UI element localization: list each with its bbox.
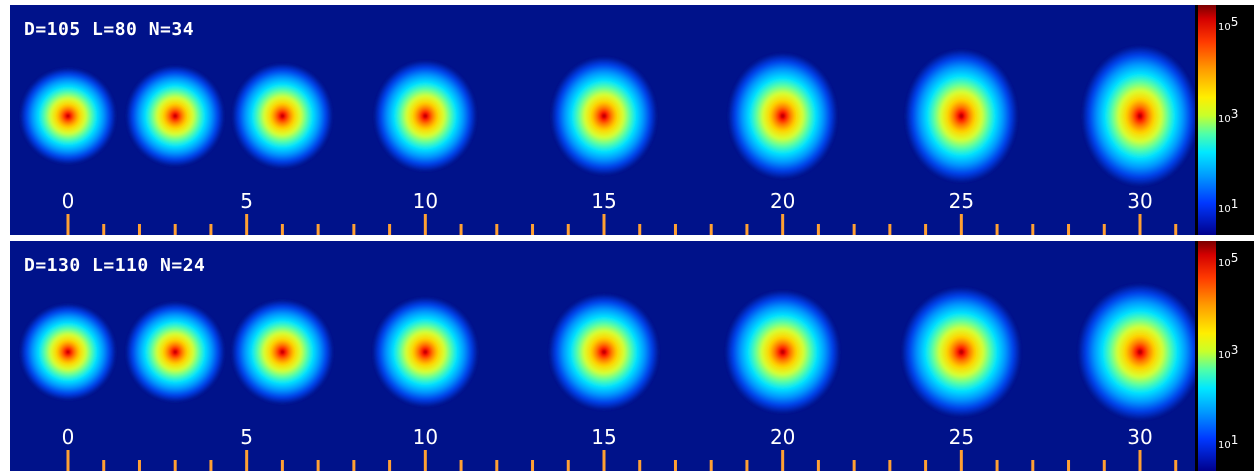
axis-tick-label-5: 5 <box>240 425 253 449</box>
panel-bottom: 0 5 10 15 20 25 30 D=130 L=110 N=24 105 103 10… <box>0 241 1254 471</box>
axis-tick-label-25: 25 <box>949 189 974 213</box>
colorbar-top-label-min: 101 <box>1218 197 1239 215</box>
axis-tick-label-5: 5 <box>240 189 253 213</box>
colorbar-top <box>1198 5 1216 235</box>
axis-tick-label-20: 20 <box>770 189 795 213</box>
beam-spot-15 <box>549 294 659 410</box>
panel-divider <box>0 235 1254 241</box>
axis-tick-label-10: 10 <box>413 189 438 213</box>
beam-spot-3 <box>125 302 225 402</box>
axis-tick-label-15: 15 <box>591 189 616 213</box>
beam-spot-30 <box>1078 284 1195 420</box>
beam-spot-6 <box>231 300 334 404</box>
panel-top: 0 5 10 15 20 25 30 D=105 L=80 N=34 105 103 101 <box>0 5 1254 235</box>
colorbar-top-label-max: 105 <box>1218 15 1239 33</box>
axis-tick-label-30: 30 <box>1127 189 1152 213</box>
axis-tick-label-10: 10 <box>413 425 438 449</box>
panel-bottom-plot: 0 5 10 15 20 25 30 <box>10 241 1195 471</box>
axis-tick-label-25: 25 <box>949 425 974 449</box>
beam-spot-6 <box>232 63 333 169</box>
axis-tick-label-0: 0 <box>62 425 75 449</box>
colorbar-bottom-label-mid: 103 <box>1218 343 1239 361</box>
colorbar-bottom-label-max: 105 <box>1218 251 1239 269</box>
beam-spot-15 <box>551 57 657 175</box>
beam-spot-0 <box>20 304 116 400</box>
panel-top-plot: 0 5 10 15 20 25 30 <box>10 5 1195 235</box>
colorbar-top-label-mid: 103 <box>1218 107 1239 125</box>
colorbar-bottom-label-min: 101 <box>1218 433 1239 451</box>
beam-spot-20 <box>728 53 838 179</box>
axis-tick-label-15: 15 <box>591 425 616 449</box>
axis-tick-label-0: 0 <box>62 189 75 213</box>
axis-tick-label-30: 30 <box>1127 425 1152 449</box>
beam-spot-25 <box>901 287 1021 417</box>
beam-spot-30 <box>1082 46 1195 186</box>
beam-spot-3 <box>126 65 225 167</box>
beam-spot-10 <box>374 60 477 172</box>
axis-tick-label-20: 20 <box>770 425 795 449</box>
panel-bottom-label: D=130 L=110 N=24 <box>24 255 206 276</box>
beam-spot-10 <box>372 297 479 407</box>
panel-top-label: D=105 L=80 N=34 <box>24 19 195 40</box>
beam-spot-25 <box>905 49 1018 183</box>
beam-spot-20 <box>725 290 841 414</box>
beam-spot-0 <box>20 68 116 164</box>
colorbar-bottom <box>1198 241 1216 471</box>
